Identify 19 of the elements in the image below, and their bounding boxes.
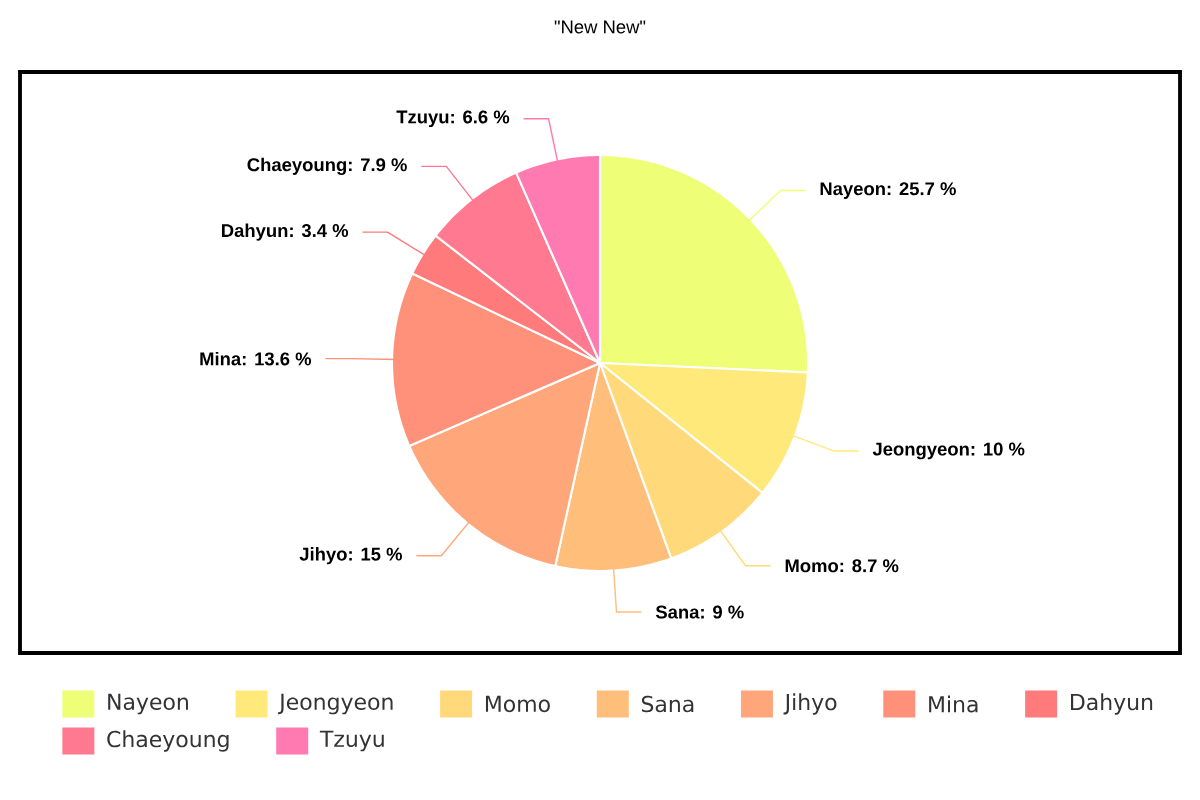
legend-label: Jihyo (783, 693, 837, 715)
legend-label: Nayeon (108, 693, 188, 715)
data-label: Tzuyu: 6.6 % (396, 110, 510, 128)
data-label: Jeongyeon: 10 % (872, 442, 1025, 460)
legend-label: Tzuyu (319, 730, 384, 752)
data-label: Mina: 13.6 % (200, 351, 312, 366)
data-label: Momo: 8.7 % (785, 559, 899, 573)
data-label: Dahyun: 3.4 % (222, 223, 349, 241)
data-label: Jihyo: 15 % (299, 547, 402, 565)
legend-label: Mina (929, 695, 978, 713)
legend-label: Momo (485, 695, 550, 713)
legend-label: Jeongyeon (278, 693, 393, 715)
data-label: Nayeon: 25.7 % (820, 182, 956, 199)
data-label: Chaeyoung: 7.9 % (247, 157, 407, 175)
legend-label: Dahyun (1070, 693, 1153, 715)
chart-title: "New New" (554, 20, 646, 34)
legend-label: Sana (641, 695, 694, 713)
legend-label: Chaeyoung (107, 730, 229, 752)
data-label: Sana: 9 % (655, 605, 744, 619)
